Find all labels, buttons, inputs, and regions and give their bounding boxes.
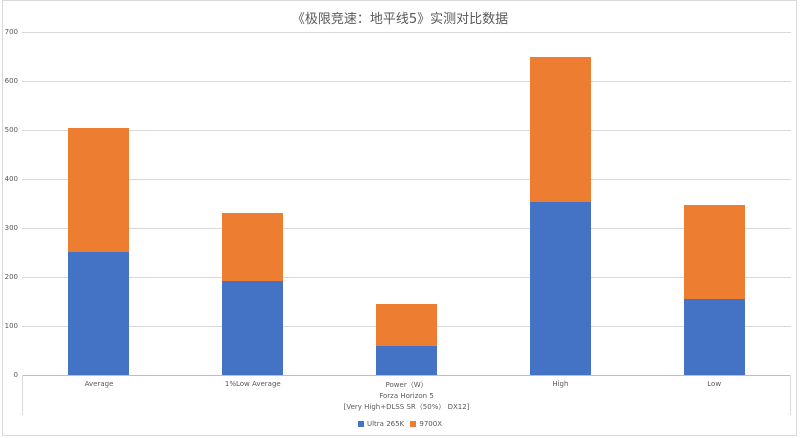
legend-item-ultra-265k[interactable]: Ultra 265K (357, 420, 405, 428)
x-group-label-line2: [Very High+DLSS SR（50%） DX12] (343, 403, 470, 411)
y-tick-label: 200 (4, 273, 18, 281)
bar-stack[interactable] (683, 32, 745, 375)
legend: Ultra 265K 9700X (0, 420, 800, 429)
bar-segment-ultra-265k[interactable] (68, 252, 130, 375)
y-tick-label: 400 (4, 175, 18, 183)
bar-stack[interactable] (222, 32, 284, 375)
gridline (22, 81, 791, 82)
bar-segment-9700x[interactable] (68, 128, 130, 252)
x-axis-line (22, 375, 791, 376)
y-tick-label: 0 (13, 371, 18, 379)
y-tick-label: 300 (4, 224, 18, 232)
x-tick-label: 1%Low Average (224, 380, 281, 388)
x-tick-label: Average (84, 380, 114, 388)
gridline (22, 277, 791, 278)
bar-segment-ultra-265k[interactable] (222, 280, 284, 375)
chart-title: 《极限竞速：地平线5》实测对比数据 (291, 12, 509, 27)
gridline (22, 32, 791, 33)
bar-stack[interactable] (376, 32, 437, 375)
legend-label: 9700X (419, 420, 443, 428)
bar-stack[interactable] (68, 32, 130, 375)
y-tick-label: 500 (4, 126, 18, 134)
bar-segment-9700x[interactable] (683, 204, 745, 300)
legend-label: Ultra 265K (366, 420, 405, 428)
x-axis-right-bound (790, 375, 791, 415)
gridline (22, 130, 791, 131)
x-tick-label: Low (707, 380, 722, 388)
bar-segment-ultra-265k[interactable] (683, 299, 745, 375)
legend-swatch-blue-icon (357, 421, 364, 427)
bar-segment-9700x[interactable] (222, 212, 284, 281)
x-axis-left-bound (22, 375, 23, 415)
bar-segment-9700x[interactable] (376, 303, 437, 347)
bar-segment-ultra-265k[interactable] (529, 202, 591, 375)
x-tick-label: High (552, 380, 569, 388)
x-group-label-line1: Forza Horizon 5 (379, 392, 434, 400)
legend-item-9700x[interactable]: 9700X (410, 420, 442, 428)
gridline (22, 228, 791, 229)
bar-segment-9700x[interactable] (529, 56, 591, 203)
y-tick-label: 600 (4, 77, 18, 85)
plot-area: 0 100 200 300 400 500 600 700 (5, 28, 791, 379)
y-tick-label: 100 (4, 322, 18, 330)
gridline (22, 179, 791, 180)
bar-stack[interactable] (529, 32, 591, 375)
bar-segment-ultra-265k[interactable] (376, 346, 437, 375)
x-tick-label: Power（W） (385, 381, 428, 389)
y-tick-label: 700 (4, 28, 18, 36)
legend-swatch-orange-icon (410, 421, 417, 427)
